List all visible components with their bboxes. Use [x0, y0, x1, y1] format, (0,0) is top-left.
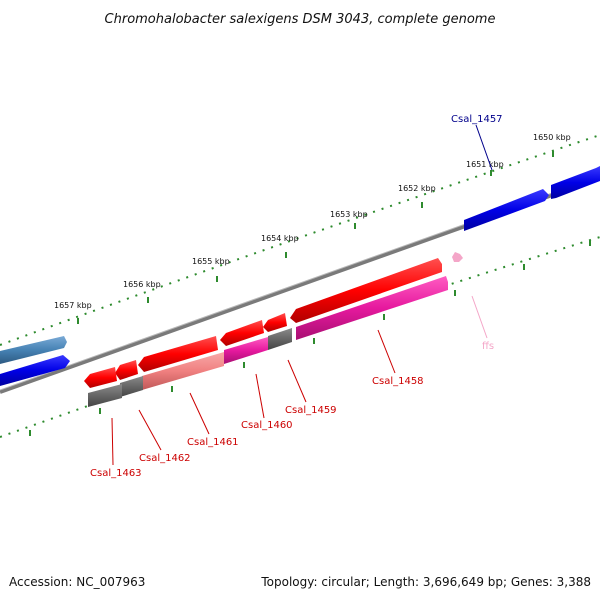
gene-label-csal-1461[interactable]: Csal_1461 — [187, 437, 239, 448]
inner-major-ticks — [29, 240, 591, 436]
gene-arrow-csal-1462-top[interactable] — [115, 360, 138, 380]
tick-label-1656: 1656 kbp — [123, 280, 161, 289]
gene-label-csal-1458[interactable]: Csal_1458 — [372, 376, 424, 387]
gene-label-ffs[interactable]: ffs — [482, 341, 494, 352]
outer-major-ticks — [77, 151, 554, 324]
reverse-features — [84, 252, 463, 407]
gene-arrow-ffs[interactable] — [452, 252, 463, 262]
tick-label-1652: 1652 kbp — [398, 184, 436, 193]
gene-arrow-csal-1458-outer[interactable] — [290, 258, 442, 323]
tick-label-1653: 1653 kbp — [330, 210, 368, 219]
gene-arrow-left-steel[interactable] — [0, 336, 67, 364]
gene-label-csal-1460[interactable]: Csal_1460 — [241, 420, 293, 431]
gene-arrow-csal-1459-top[interactable] — [263, 313, 287, 332]
gene-arrow-left-blue[interactable] — [0, 355, 70, 386]
gene-arrow-csal-1461-top[interactable] — [138, 336, 218, 372]
gene-arrow-csal-1457[interactable] — [464, 189, 549, 231]
accession-text: Accession: NC_007963 — [9, 575, 145, 589]
map-title: Chromohalobacter salexigens DSM 3043, co… — [105, 12, 496, 27]
gene-arrow-csal-1460-top[interactable] — [220, 320, 264, 346]
gene-label-csal-1462[interactable]: Csal_1462 — [139, 453, 191, 464]
forward-features — [0, 166, 600, 386]
gene-arrow-csal-1461[interactable] — [142, 352, 224, 390]
gene-label-csal-1459[interactable]: Csal_1459 — [285, 405, 337, 416]
genome-summary-text: Topology: circular; Length: 3,696,649 bp… — [260, 575, 591, 589]
gene-arrow-csal-1460[interactable] — [224, 337, 268, 364]
gene-arrow-csal-1463[interactable] — [88, 384, 122, 407]
gene-arrow-csal-1463-top[interactable] — [84, 367, 117, 388]
outer-tick-track — [0, 134, 600, 346]
gene-arrow-csal-1458[interactable] — [296, 276, 448, 340]
label-leader-lines — [111, 124, 493, 466]
gene-label-csal-1457[interactable]: Csal_1457 — [451, 114, 503, 125]
gene-label-csal-1463[interactable]: Csal_1463 — [90, 468, 142, 479]
tick-label-1654: 1654 kbp — [261, 234, 299, 243]
tick-label-1651: 1651 kbp — [466, 160, 504, 169]
tick-label-1650: 1650 kbp — [533, 133, 571, 142]
tick-label-1657: 1657 kbp — [54, 301, 92, 310]
tick-label-1655: 1655 kbp — [192, 257, 230, 266]
gene-arrow-csal-1459[interactable] — [268, 328, 292, 350]
gene-arrow-csal-1456[interactable] — [551, 166, 600, 199]
gene-arrow-csal-1462[interactable] — [120, 376, 143, 397]
